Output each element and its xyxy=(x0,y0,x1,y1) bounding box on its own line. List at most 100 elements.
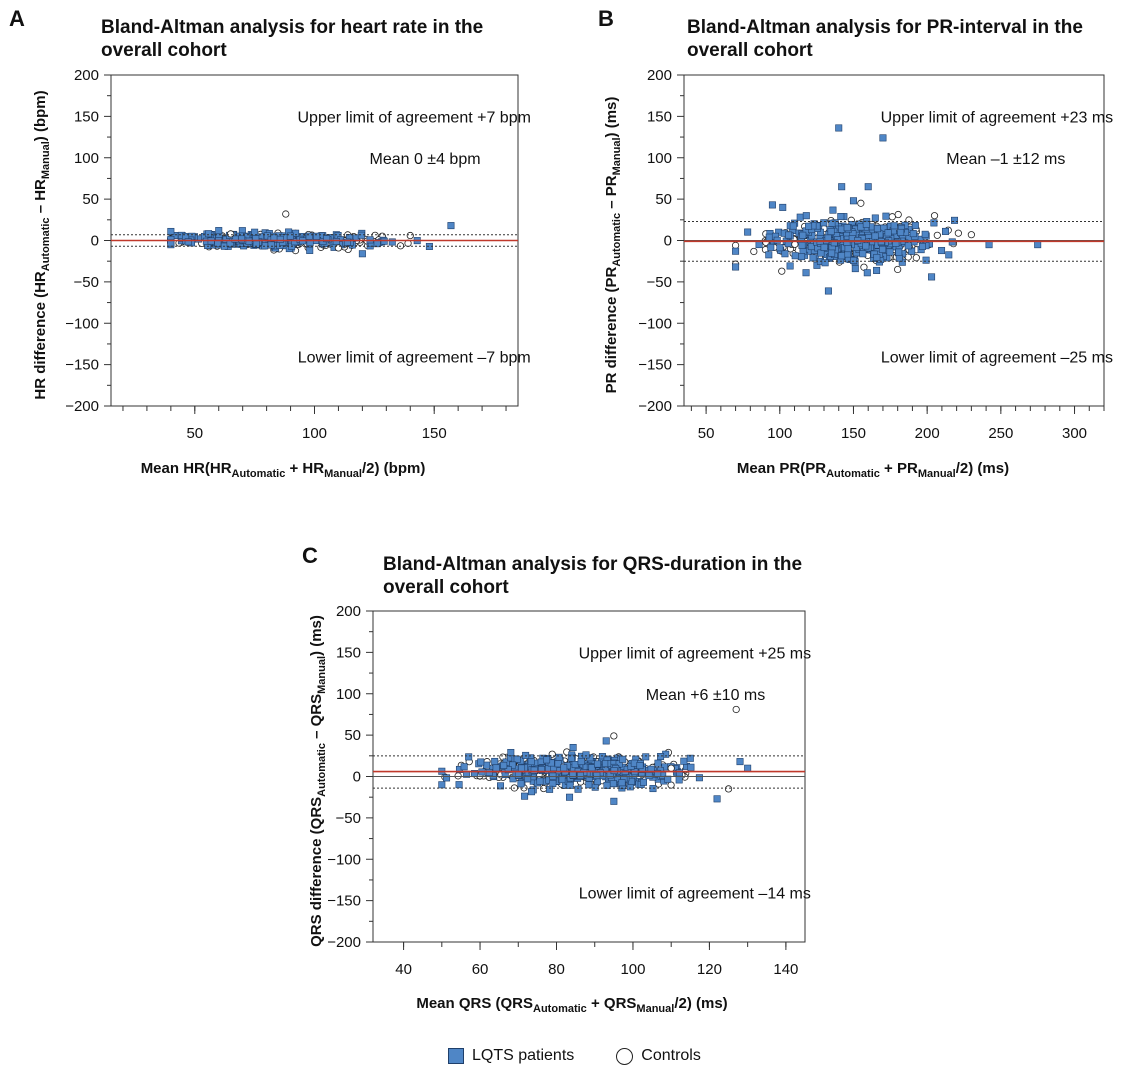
chart-b-lqts-point xyxy=(847,229,855,237)
chart-b-control-point xyxy=(890,248,898,256)
chart-a-lqts-point xyxy=(250,241,258,249)
chart-b-lqts-point xyxy=(858,235,866,243)
chart-b-lqts-point xyxy=(805,228,813,236)
chart-c-control-point xyxy=(503,753,511,761)
chart-c-control-point xyxy=(577,771,585,779)
chart-c-control-point xyxy=(602,775,610,783)
chart-c-control-point xyxy=(635,757,643,765)
chart-b-control-point xyxy=(878,241,886,250)
chart-b-control-point xyxy=(847,216,855,224)
chart-b-lqts-point xyxy=(843,239,851,247)
chart-c-lqts-point xyxy=(579,771,587,779)
chart-b-lqts-point xyxy=(869,244,877,252)
chart-c-lqts-point xyxy=(680,757,688,765)
chart-b-control-point xyxy=(909,235,917,244)
chart-b-lqts-point xyxy=(835,223,843,231)
chart-c-control-point xyxy=(539,776,548,784)
chart-b-lqts-point xyxy=(945,251,953,259)
chart-c-control-point xyxy=(577,778,585,786)
chart-a-lqts-point xyxy=(292,229,300,237)
chart-b-lqts-point xyxy=(828,241,836,249)
chart-b-lqts-point xyxy=(810,247,818,255)
chart-b-lqts-point xyxy=(862,223,870,231)
chart-b-lqts-point xyxy=(875,250,883,258)
chart-c-control-point xyxy=(615,778,623,786)
chart-c-control-point xyxy=(615,753,623,761)
chart-b-control-point xyxy=(891,229,899,237)
chart-c-lqts-point xyxy=(511,755,519,763)
chart-b-lqts-point xyxy=(922,256,930,264)
chart-b-control-point xyxy=(791,240,799,248)
chart-b-lqts-point xyxy=(851,226,859,234)
panel-letter-a: A xyxy=(9,6,25,31)
chart-b-control-point xyxy=(820,225,828,233)
chart-c-control-point xyxy=(618,778,626,787)
chart-a-control-point xyxy=(356,238,364,246)
chart-a-lqts-point xyxy=(329,240,337,248)
chart-c-control-point xyxy=(581,767,590,775)
chart-b-lqts-point xyxy=(873,225,881,233)
chart-c-lqts-point xyxy=(549,764,557,772)
chart-b-control-point xyxy=(912,228,921,236)
chart-b-lqts-point xyxy=(830,227,838,235)
chart-b-lqts-point xyxy=(1034,241,1042,249)
chart-a-lqts-point xyxy=(306,239,314,247)
chart-c-lqts-point xyxy=(588,764,596,772)
chart-b-lqts-point xyxy=(832,247,840,255)
chart-a-control-point xyxy=(350,232,358,241)
chart-c-control-point xyxy=(565,778,573,786)
chart-c-lqts-point xyxy=(612,764,620,772)
chart-b-lqts-point xyxy=(870,254,878,262)
chart-b-lqts-point xyxy=(817,249,825,257)
chart-a-lqts-point xyxy=(187,239,195,247)
chart-c-lqts-point xyxy=(460,763,468,771)
chart-b-control-point xyxy=(933,231,941,239)
chart-a-control-point xyxy=(363,237,371,245)
chart-c-lqts-point xyxy=(631,768,639,776)
chart-c-lqts-point xyxy=(584,769,592,777)
chart-c-control-point xyxy=(650,768,658,777)
chart-b-control-point xyxy=(905,237,914,245)
chart-c-lqts-point xyxy=(559,766,567,774)
chart-c-control-point xyxy=(483,758,491,766)
chart-c-lqts-point xyxy=(533,779,541,787)
chart-a-control-point xyxy=(358,234,367,242)
chart-b-control-point xyxy=(921,233,929,241)
chart-a-lqts-point xyxy=(254,235,262,243)
chart-a-lqts-point xyxy=(204,234,212,242)
chart-c-lqts-point xyxy=(555,767,563,775)
chart-a-lqts-point xyxy=(346,238,354,246)
chart-a-lqts-point xyxy=(378,238,386,246)
chart-a-control-point xyxy=(233,237,241,245)
chart-c-lqts-point xyxy=(695,774,703,782)
chart-a-lqts-point xyxy=(332,238,340,246)
chart-b-control-point xyxy=(814,242,822,250)
chart-b-control-point xyxy=(821,249,829,257)
chart-c-lqts-point xyxy=(590,761,598,769)
chart-a-lqts-point xyxy=(253,236,261,244)
chart-c-lqts-point xyxy=(558,766,566,774)
chart-b-control-point xyxy=(870,245,878,253)
chart-b-lqts-point xyxy=(833,242,841,250)
chart-a-control-point xyxy=(263,235,271,243)
chart-c-lqts-point xyxy=(627,772,635,780)
chart-a-lqts-point xyxy=(285,228,293,236)
chart-c-lqts-point xyxy=(538,767,546,775)
chart-a-lqts-point xyxy=(292,235,300,243)
chart-b-control-point xyxy=(870,236,879,244)
chart-a-lqts-point xyxy=(247,231,255,239)
chart-a-lqts-point xyxy=(213,236,221,244)
chart-c-control-point xyxy=(659,761,667,769)
chart-a-lqts-point xyxy=(323,235,331,243)
chart-c-lqts-point xyxy=(562,769,570,777)
chart-a-control-point xyxy=(207,239,215,247)
chart-b-lqts-point xyxy=(808,226,816,234)
chart-b-control-point xyxy=(861,248,869,256)
chart-b-control-point xyxy=(833,252,841,260)
chart-a-lqts-point xyxy=(167,236,175,244)
chart-b-lqts-point xyxy=(776,244,784,252)
chart-b-control-point xyxy=(789,249,797,258)
chart-b-lqts-point xyxy=(859,241,867,249)
chart-b-control-point xyxy=(855,234,864,242)
chart-c-control-point xyxy=(588,770,596,778)
